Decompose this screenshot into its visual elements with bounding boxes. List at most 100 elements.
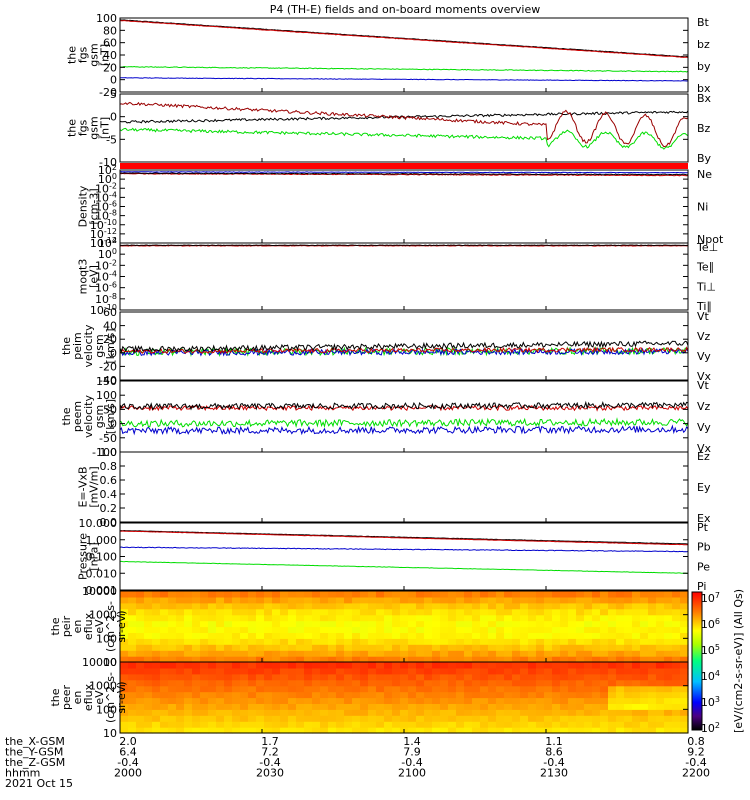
heat-cell [248,685,257,693]
heat-cell [328,697,337,704]
heat-cell [352,703,361,710]
heat-cell [624,644,633,651]
heat-cell [264,614,273,622]
heat-cell [656,596,665,604]
heat-cell [168,673,177,681]
heat-cell [248,596,257,604]
heat-cell [200,591,209,598]
heat-cell [632,727,641,734]
heat-cell [616,626,625,633]
heat-cell [568,591,577,598]
legend-Vz: Vz [697,400,711,413]
heat-cell [408,667,417,675]
heat-cell [664,596,673,604]
heat-cell [600,608,609,616]
heat-cell [672,638,681,645]
series-line-Npot [119,171,689,174]
heat-cell [320,697,329,704]
heat-cell [608,644,617,651]
heat-cell [680,679,689,687]
heat-cell [464,721,473,728]
heat-cell [392,626,401,633]
heat-cell [560,662,569,669]
heat-cell [648,727,657,734]
heat-cell [320,656,329,663]
heat-cell [616,662,625,669]
heat-cell [320,608,329,616]
heat-cell [584,626,593,633]
heat-cell [136,602,145,610]
heat-cell [656,626,665,633]
heat-cell [224,715,233,722]
heat-cell [160,644,169,651]
heat-cell [408,721,417,728]
heat-cell [504,667,513,675]
heat-cell [120,697,129,704]
heat-cell [472,703,481,710]
heat-cell [568,644,577,651]
heat-cell [160,608,169,616]
heat-cell [392,638,401,645]
heat-cell [480,591,489,598]
heat-cell [624,679,633,687]
heat-cell [320,709,329,716]
heat-cell [640,620,649,628]
heat-cell [576,691,585,699]
heat-cell [184,679,193,687]
heat-cell [576,685,585,693]
heat-cell [464,703,473,710]
heat-cell [256,679,265,687]
heat-cell [184,667,193,675]
y-axis-label: [km/s] [104,328,117,363]
heat-cell [280,644,289,651]
heat-cell [152,620,161,628]
heat-cell [304,608,313,616]
heat-cell [664,709,673,716]
heat-cell [288,638,297,645]
heat-cell [296,709,305,716]
heat-cell [288,691,297,699]
heat-cell [200,673,209,681]
y-tick-label: 0 [110,74,117,87]
heat-cell [272,703,281,710]
heat-cell [432,656,441,663]
heat-cell [384,650,393,657]
y-tick-label: 0 [110,347,117,360]
heat-cell [536,715,545,722]
heat-cell [472,673,481,681]
y-axis-label: gsm [88,116,101,139]
heat-cell [232,656,241,663]
heat-cell [448,727,457,734]
heat-cell [192,679,201,687]
y-axis-label: velocity [82,395,95,438]
heat-cell [624,656,633,663]
y-tick-label: 0.4 [100,488,118,501]
heat-cell [144,638,153,645]
heat-cell [520,727,529,734]
heat-cell [448,697,457,704]
y-axis-label: the [60,337,73,355]
heat-cell [144,679,153,687]
heat-cell [368,691,377,699]
y-tick-label: 1000 [89,680,117,693]
heat-cell [224,614,233,622]
heat-cell [144,608,153,616]
heat-cell [656,703,665,710]
heat-cell [560,667,569,675]
heat-cell [632,638,641,645]
heat-cell [160,721,169,728]
heat-cell [568,715,577,722]
heat-cell [192,644,201,651]
heat-cell [232,691,241,699]
heat-cell [192,614,201,622]
heat-cell [608,697,617,704]
heat-cell [480,626,489,633]
heat-cell [512,715,521,722]
heat-cell [496,685,505,693]
heat-cell [312,614,321,622]
x-col-hhmm: 2130 [540,767,568,780]
heat-cell [168,620,177,628]
heat-cell [576,650,585,657]
heat-cell [640,721,649,728]
